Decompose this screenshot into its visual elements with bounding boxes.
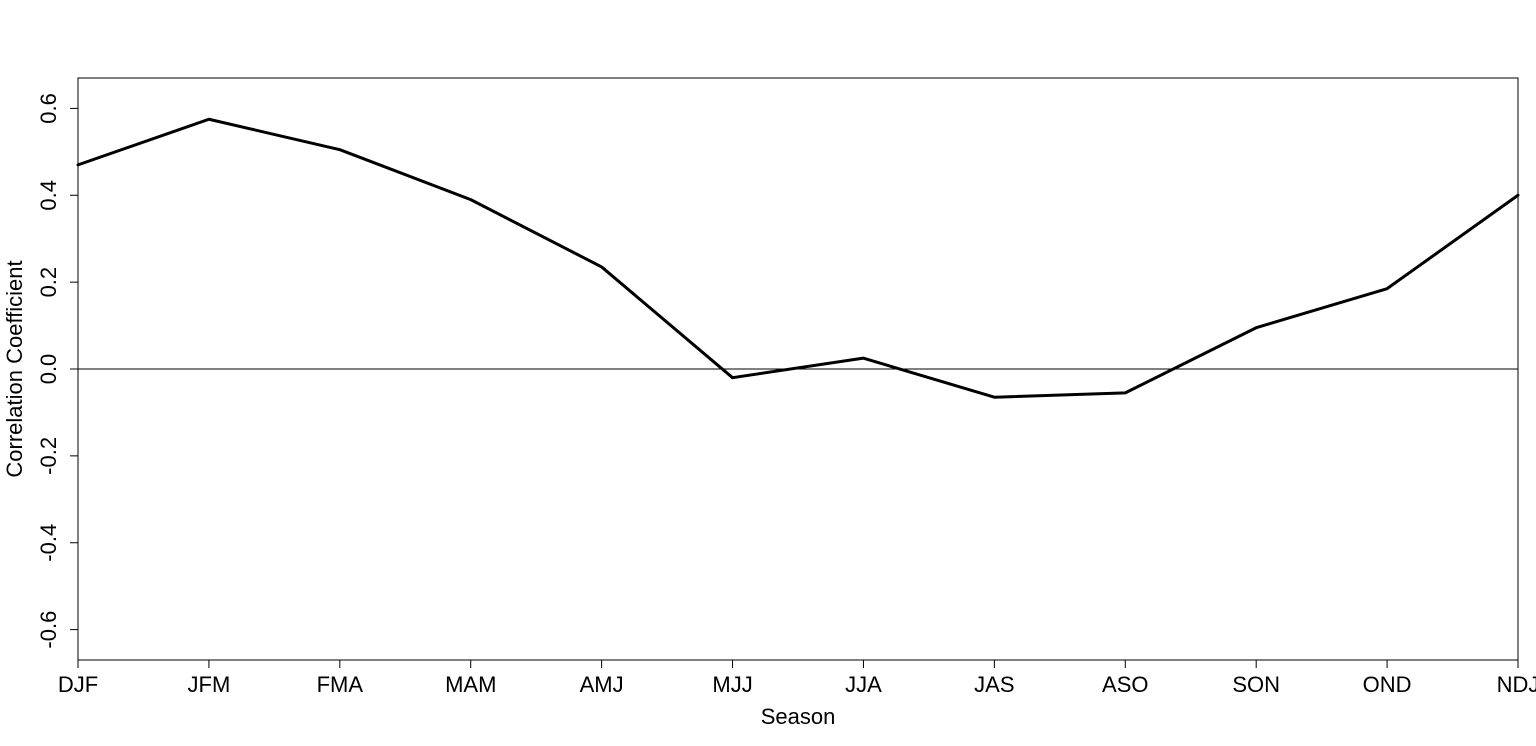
svg-text:-0.6: -0.6 [36, 611, 61, 649]
svg-text:OND: OND [1363, 672, 1412, 697]
svg-text:AMJ: AMJ [580, 672, 624, 697]
svg-text:DJF: DJF [58, 672, 98, 697]
svg-text:NDJ: NDJ [1497, 672, 1536, 697]
svg-text:FMA: FMA [317, 672, 364, 697]
svg-text:-0.4: -0.4 [36, 524, 61, 562]
svg-text:0.0: 0.0 [36, 354, 61, 385]
svg-text:0.2: 0.2 [36, 267, 61, 298]
svg-text:0.4: 0.4 [36, 180, 61, 211]
svg-text:JJA: JJA [845, 672, 882, 697]
svg-text:Correlation Coefficient: Correlation Coefficient [2, 260, 27, 477]
svg-text:MAM: MAM [445, 672, 496, 697]
svg-text:Season: Season [761, 704, 836, 729]
correlation-chart: -0.6 -0.4 -0.2 0.0 0.2 0.4 0.6 DJF JFM FMA MAM AMJ M… [0, 0, 1536, 746]
svg-text:-0.2: -0.2 [36, 437, 61, 475]
svg-text:0.6: 0.6 [36, 93, 61, 124]
svg-text:MJJ: MJJ [712, 672, 752, 697]
svg-text:SON: SON [1232, 672, 1280, 697]
svg-text:JAS: JAS [974, 672, 1014, 697]
svg-text:JFM: JFM [188, 672, 231, 697]
svg-text:ASO: ASO [1102, 672, 1148, 697]
chart-container: -0.6 -0.4 -0.2 0.0 0.2 0.4 0.6 DJF JFM FMA MAM AMJ M… [0, 0, 1536, 746]
